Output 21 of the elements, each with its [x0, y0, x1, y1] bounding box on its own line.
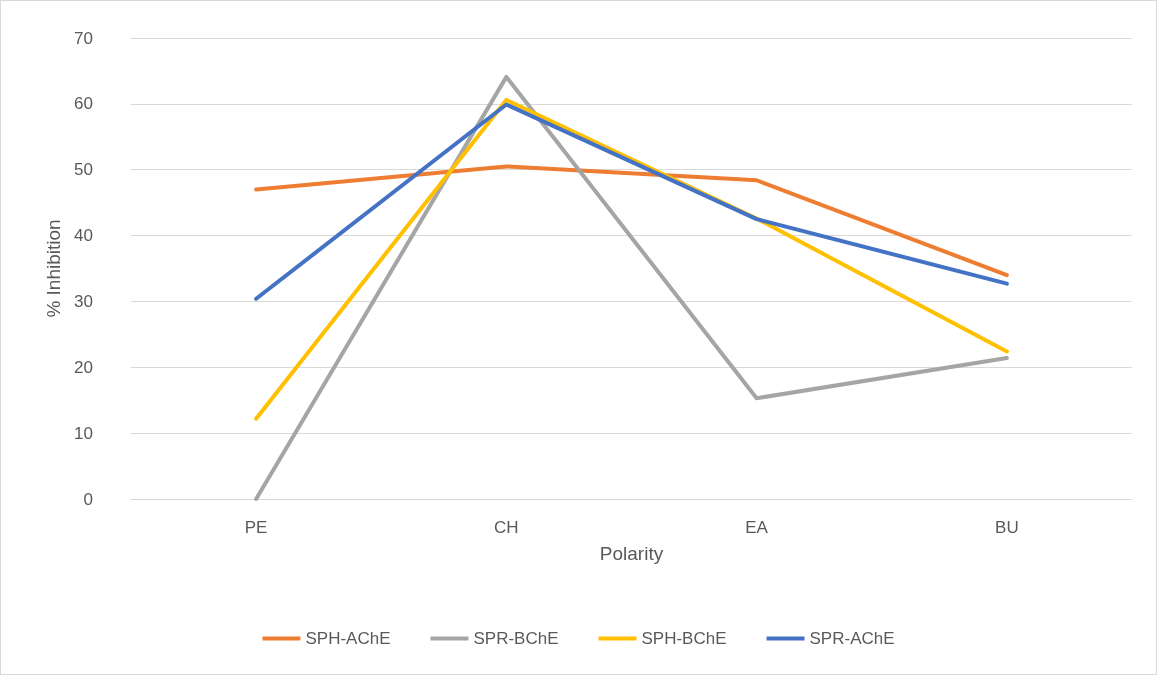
y-tick-label: 60 — [74, 94, 93, 114]
y-axis-title: % Inhibition — [43, 219, 65, 318]
y-tick-label: 20 — [74, 357, 93, 377]
x-tick-label: CH — [494, 518, 519, 537]
x-tick-label: PE — [244, 518, 268, 537]
x-axis-title: Polarity — [599, 543, 664, 564]
legend-label: SPR-AChE — [809, 629, 895, 648]
x-tick-label: EA — [745, 518, 769, 537]
y-tick-label: 50 — [74, 160, 93, 180]
line-series — [254, 164, 1009, 278]
y-tick-label: 70 — [74, 28, 93, 48]
y-tick-label: 30 — [74, 291, 93, 311]
line-series — [254, 74, 1009, 501]
x-tick-label: BU — [995, 518, 1019, 537]
legend-label: SPH-BChE — [641, 629, 727, 648]
y-tick-label: 40 — [74, 226, 93, 246]
y-tick-label: 10 — [74, 423, 93, 443]
legend-label: SPH-AChE — [305, 629, 391, 648]
line-series — [254, 102, 1009, 301]
legend-label: SPR-BChE — [473, 629, 559, 648]
y-tick-label: 0 — [83, 489, 93, 509]
